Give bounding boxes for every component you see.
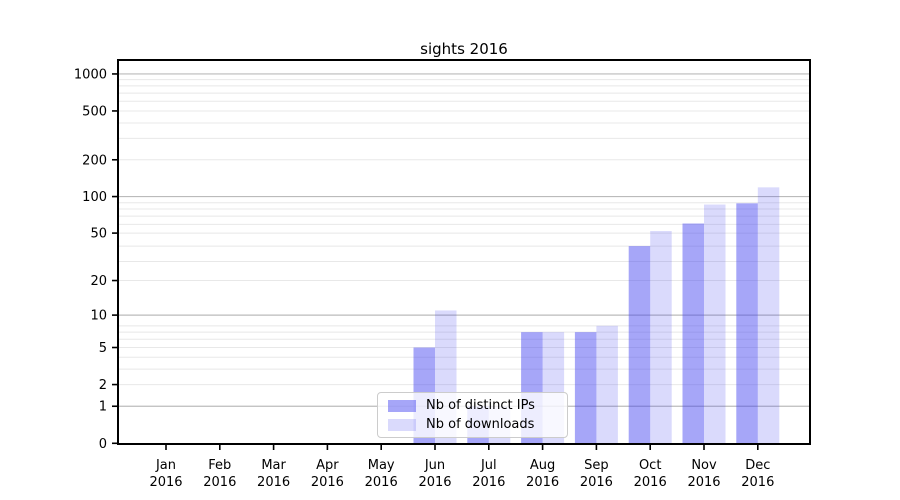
x-tick-label-sep: Sep [584, 458, 609, 473]
legend-label-downloads: Nb of downloads [426, 417, 535, 432]
bar-distinct-ips-dec [736, 203, 758, 444]
bar-downloads-sep [596, 325, 618, 444]
x-tick-year-jan: 2016 [149, 475, 182, 490]
y-tick-label-5: 5 [99, 341, 107, 356]
x-tick-year-aug: 2016 [526, 475, 559, 490]
x-tick-year-apr: 2016 [311, 475, 344, 490]
x-tick-label-nov: Nov [691, 458, 717, 473]
bar-distinct-ips-oct [628, 246, 651, 444]
y-tick-label-20: 20 [90, 274, 107, 289]
y-tick-label-50: 50 [90, 227, 107, 242]
y-tick-label-1000: 1000 [74, 67, 107, 82]
y-tick-label-0: 0 [99, 437, 107, 452]
x-tick-year-nov: 2016 [687, 475, 720, 490]
plot-border [117, 59, 811, 445]
x-tick-year-jun: 2016 [418, 475, 451, 490]
legend-swatch-distinct-ips [388, 399, 416, 412]
y-tick-label-10: 10 [90, 309, 107, 324]
legend-label-distinct-ips: Nb of distinct IPs [426, 398, 535, 413]
x-tick-label-aug: Aug [530, 458, 555, 473]
x-tick-year-feb: 2016 [203, 475, 236, 490]
x-tick-year-jul: 2016 [472, 475, 505, 490]
x-tick-label-mar: Mar [261, 458, 286, 473]
x-tick-label-oct: Oct [639, 458, 661, 473]
bar-distinct-ips-nov [682, 223, 704, 444]
x-tick-label-may: May [368, 458, 395, 473]
legend-item-distinct-ips: Nb of distinct IPs [388, 398, 557, 413]
y-tick-label-200: 200 [82, 153, 107, 168]
legend-swatch-downloads [388, 418, 416, 431]
x-tick-year-sep: 2016 [580, 475, 613, 490]
legend-item-downloads: Nb of downloads [388, 417, 557, 432]
y-tick-label-100: 100 [82, 190, 107, 205]
x-tick-label-apr: Apr [316, 458, 339, 473]
x-tick-label-feb: Feb [208, 458, 231, 473]
x-tick-year-dec: 2016 [741, 475, 774, 490]
bar-distinct-ips-sep [574, 332, 597, 444]
bar-downloads-nov [704, 204, 726, 444]
bar-downloads-dec [757, 187, 780, 444]
y-tick-label-1: 1 [99, 400, 107, 415]
x-tick-year-may: 2016 [365, 475, 398, 490]
bar-downloads-oct [650, 231, 672, 444]
x-tick-label-dec: Dec [745, 458, 770, 473]
x-tick-year-oct: 2016 [634, 475, 667, 490]
y-tick-label-2: 2 [99, 378, 107, 393]
x-tick-year-mar: 2016 [257, 475, 290, 490]
legend: Nb of distinct IPs Nb of downloads [377, 392, 568, 438]
x-tick-label-jul: Jul [480, 458, 497, 473]
chart-title: sights 2016 [420, 40, 508, 58]
x-tick-label-jun: Jun [424, 458, 445, 473]
x-tick-label-jan: Jan [155, 458, 176, 473]
y-tick-label-500: 500 [82, 104, 107, 119]
